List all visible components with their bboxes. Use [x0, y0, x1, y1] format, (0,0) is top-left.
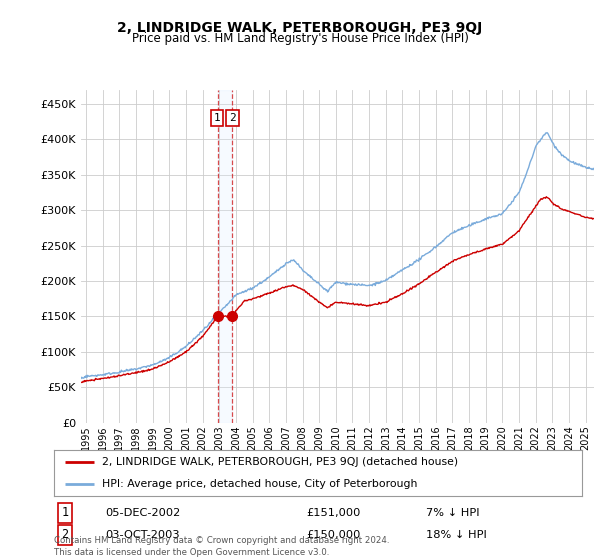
Text: 2: 2 [61, 528, 68, 541]
Text: 1: 1 [214, 113, 220, 123]
Text: 2, LINDRIDGE WALK, PETERBOROUGH, PE3 9QJ (detached house): 2, LINDRIDGE WALK, PETERBOROUGH, PE3 9QJ… [101, 457, 458, 467]
Text: 7% ↓ HPI: 7% ↓ HPI [426, 508, 479, 518]
Text: 1: 1 [61, 506, 68, 519]
Text: HPI: Average price, detached house, City of Peterborough: HPI: Average price, detached house, City… [101, 479, 417, 489]
Text: 03-OCT-2003: 03-OCT-2003 [105, 530, 179, 540]
Text: Contains HM Land Registry data © Crown copyright and database right 2024.
This d: Contains HM Land Registry data © Crown c… [54, 536, 389, 557]
Text: 05-DEC-2002: 05-DEC-2002 [105, 508, 180, 518]
Text: 2: 2 [229, 113, 236, 123]
Text: Price paid vs. HM Land Registry's House Price Index (HPI): Price paid vs. HM Land Registry's House … [131, 32, 469, 45]
Text: £151,000: £151,000 [306, 508, 361, 518]
Text: 2, LINDRIDGE WALK, PETERBOROUGH, PE3 9QJ: 2, LINDRIDGE WALK, PETERBOROUGH, PE3 9QJ [118, 21, 482, 35]
Text: 18% ↓ HPI: 18% ↓ HPI [426, 530, 487, 540]
Text: £150,000: £150,000 [306, 530, 361, 540]
Bar [218, 90, 232, 423]
